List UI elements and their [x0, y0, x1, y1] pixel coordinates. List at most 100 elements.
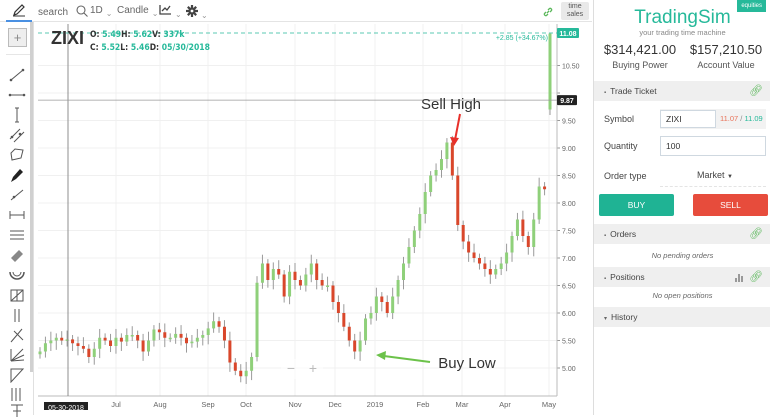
sell-arrow-head	[450, 137, 459, 146]
orders-empty: No pending orders	[651, 251, 714, 260]
positions-header[interactable]: ▪ Positions 🔗︎	[594, 267, 770, 287]
candle-body	[255, 282, 259, 357]
link-icon[interactable]: 🔗︎	[749, 228, 763, 240]
chevron-down-icon: ⌄	[105, 9, 113, 18]
symbol-search[interactable]: search	[38, 3, 88, 19]
candle-body	[114, 337, 118, 346]
link-icon[interactable]	[543, 7, 553, 17]
candle-body	[65, 339, 69, 341]
buy-arrow-head	[376, 351, 386, 360]
x-axis-label: Apr	[499, 400, 511, 409]
candle-body	[288, 271, 292, 297]
candle-body	[136, 335, 140, 341]
line-chart-icon	[159, 5, 171, 15]
vertical-lines-icon[interactable]	[6, 386, 28, 402]
orders-header[interactable]: ▪ Orders 🔗︎	[594, 224, 770, 244]
link-icon[interactable]: 🔗︎	[749, 271, 763, 283]
bullet-icon: ▪	[604, 233, 607, 239]
crosshair-icon: +	[13, 30, 22, 45]
candle-body	[445, 142, 449, 159]
order-type-label: Order type	[604, 171, 647, 181]
crosshair-tool[interactable]: +	[8, 28, 27, 47]
quantity-input[interactable]: 100	[660, 136, 766, 156]
search-icon[interactable]	[76, 5, 88, 17]
chevron-down-icon: ⌄	[151, 9, 159, 18]
chart-type-dropdown[interactable]: Candle ⌄	[117, 5, 159, 18]
last-price-tag-text: 11.08	[559, 31, 576, 38]
price-chart[interactable]: 5.00 5.50 6.00 6.50 7.00 7.50 8.00 8.50 9.00 9.50…	[35, 22, 592, 410]
gann-box-icon[interactable]	[6, 287, 28, 303]
candle-body	[174, 333, 178, 338]
candle-body	[260, 263, 264, 283]
trade-ticket-header[interactable]: ▪ Trade Ticket 🔗︎	[594, 81, 770, 101]
fibonacci-arc-icon[interactable]	[6, 267, 28, 283]
candle-body	[429, 175, 433, 192]
bar-chart-icon[interactable]	[735, 273, 745, 282]
crosshair-price-tag	[557, 95, 577, 106]
pitchfork-icon[interactable]	[6, 327, 28, 343]
gear-icon	[186, 5, 198, 17]
buy-button[interactable]: BUY	[599, 194, 674, 216]
vertical-line-icon[interactable]	[6, 107, 28, 123]
triangle-icon[interactable]	[6, 367, 28, 383]
equities-badge[interactable]: equities	[737, 0, 766, 12]
fan-icon[interactable]	[6, 347, 28, 363]
candle-body	[309, 263, 313, 275]
link-icon[interactable]: 🔗︎	[749, 85, 763, 97]
polygon-icon[interactable]	[6, 147, 28, 163]
bullet-icon: ▪	[604, 90, 607, 96]
sell-button[interactable]: SELL	[693, 194, 768, 216]
candle-body	[38, 351, 42, 355]
candle-body	[228, 340, 232, 363]
candle-body	[548, 33, 552, 110]
drawing-tools-tab[interactable]	[6, 0, 32, 22]
candle-body	[494, 269, 498, 275]
time-sales-button[interactable]: time sales	[561, 2, 589, 20]
horizontal-lines-icon[interactable]	[6, 227, 28, 243]
symbol-input[interactable]: ZIXI	[660, 110, 716, 128]
candle-body	[157, 329, 161, 333]
y-axis-label: 8.50	[562, 174, 576, 181]
settings-dropdown[interactable]: ⌄	[186, 3, 208, 20]
parallel-channel-icon[interactable]	[6, 127, 28, 143]
crosshair-date-text: 05-30-2018	[48, 405, 84, 410]
x-axis-label: May	[542, 400, 556, 409]
parallel-lines-icon[interactable]	[6, 307, 28, 323]
candle-body	[450, 142, 454, 176]
order-type-dropdown[interactable]: Market ▼	[697, 170, 733, 180]
candle-body	[402, 263, 406, 280]
text-tool-icon[interactable]	[6, 402, 28, 418]
zoom-in-button[interactable]: +	[309, 360, 317, 376]
trend-line-icon[interactable]	[6, 67, 28, 83]
candle-body	[467, 241, 471, 253]
y-axis-label: 9.50	[562, 119, 576, 126]
zoom-out-button[interactable]: −	[287, 360, 295, 376]
volume-value: 337k	[163, 30, 185, 40]
candle-body	[217, 321, 221, 327]
ohlc-row-1: O: 5.49H: 5.62V: 337k	[90, 30, 185, 40]
candle-body	[423, 192, 427, 214]
interval-dropdown[interactable]: 1D ⌄	[90, 5, 113, 18]
candle-body	[407, 247, 411, 264]
brush-icon[interactable]	[6, 167, 28, 183]
candle-body	[195, 337, 199, 342]
candle-body	[206, 328, 210, 335]
ray-icon[interactable]	[6, 187, 28, 203]
candle-body	[168, 337, 172, 340]
toolbar-scrollbar[interactable]	[30, 22, 33, 372]
symbol-label: Symbol	[604, 114, 635, 124]
candle-body	[87, 348, 91, 357]
candle-body	[244, 370, 248, 377]
bid-price: 11.07	[720, 114, 739, 123]
history-header[interactable]: ▾ History	[594, 307, 770, 327]
indicators-dropdown[interactable]: ⌄	[159, 3, 182, 19]
candle-body	[43, 343, 47, 352]
horizontal-line-icon[interactable]	[6, 87, 28, 103]
measure-icon[interactable]	[6, 207, 28, 223]
candle-body	[76, 343, 80, 346]
eraser-icon[interactable]	[6, 247, 28, 263]
buy-arrow	[383, 355, 431, 363]
search-input[interactable]: search	[38, 7, 69, 18]
candle-body	[532, 219, 536, 247]
tagline: your trading time machine	[639, 28, 726, 37]
